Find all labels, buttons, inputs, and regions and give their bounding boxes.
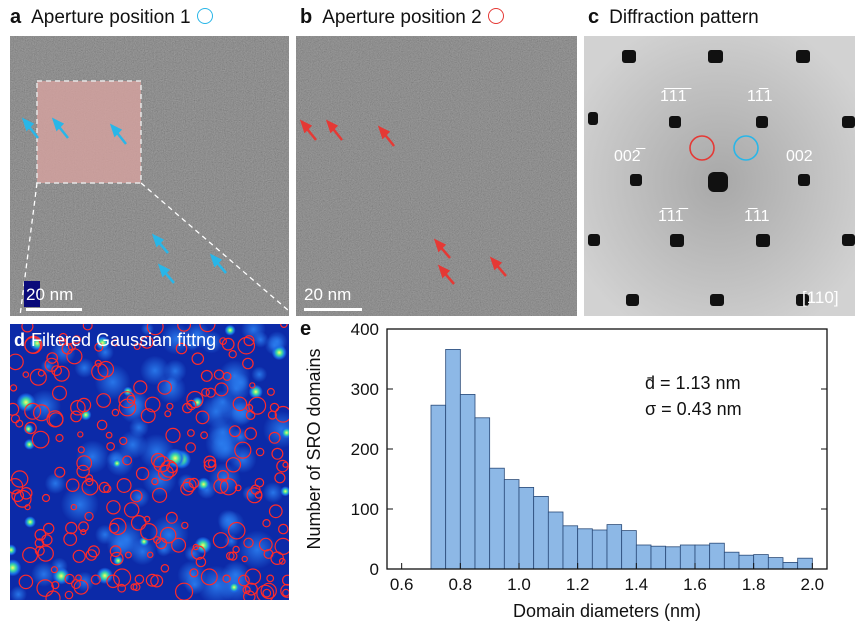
panel-a-letter: a xyxy=(10,6,22,28)
histogram-bar xyxy=(621,530,637,570)
aperture-1-marker xyxy=(733,135,759,161)
aperture-1-circle-icon xyxy=(196,8,213,24)
histogram-bar xyxy=(562,525,579,570)
panel-b-scale-label: 20 nm xyxy=(304,285,352,304)
histogram-bar xyxy=(577,528,593,570)
panel-c-title: c Diffraction pattern xyxy=(588,6,759,29)
x-tick-label: 0.6 xyxy=(390,575,414,594)
histogram-bar xyxy=(694,544,711,570)
spot-label-bottom-right: 1̅11 xyxy=(744,208,770,225)
panel-b-scalebar xyxy=(304,308,362,311)
histogram-bar xyxy=(474,417,491,570)
aperture-2-circle-icon xyxy=(487,8,504,24)
zoom-region-box xyxy=(36,80,142,184)
histogram-bar xyxy=(489,467,505,570)
panel-b-image: 20 nm xyxy=(296,36,577,316)
histogram-bar xyxy=(503,479,520,570)
histogram-bar xyxy=(430,404,447,570)
histogram-bar xyxy=(518,486,535,570)
histogram-bar xyxy=(767,557,784,570)
panel-e-letter: e xyxy=(300,318,312,340)
spot-label-right: 002 xyxy=(786,148,813,165)
y-tick-label: 200 xyxy=(351,440,379,459)
histogram-bar xyxy=(797,557,813,570)
zoom-guide-right xyxy=(140,182,289,312)
histogram-bar xyxy=(547,511,564,570)
panel-a-title-text: Aperture position 1 xyxy=(31,7,191,28)
diffraction-pattern xyxy=(584,36,855,316)
y-axis-label: Number of SRO domains xyxy=(304,348,324,549)
red-arrows xyxy=(299,119,507,285)
panel-c-image: 1̅1̅1̅ 11̅1 002̅ 002 1̅11̅ 1̅11 [110] xyxy=(584,36,855,316)
cyan-arrows xyxy=(21,117,227,284)
y-tick-label: 0 xyxy=(370,560,379,579)
spot-label-bottom-left: 1̅11̅ xyxy=(658,208,684,225)
histogram-bar xyxy=(679,544,696,570)
histogram-bar xyxy=(635,544,652,570)
y-tick-label: 300 xyxy=(351,380,379,399)
panel-a-title: a Aperture position 1 xyxy=(10,6,213,29)
diffraction-spots xyxy=(588,50,855,306)
panel-a-texture xyxy=(10,36,289,316)
panel-b-title: b Aperture position 2 xyxy=(300,6,504,29)
histogram-bar xyxy=(665,546,681,570)
sigma-label: σ = 0.43 nm xyxy=(645,399,742,419)
panel-b-texture xyxy=(296,36,577,316)
x-tick-label: 1.4 xyxy=(625,575,649,594)
histogram-bar xyxy=(533,495,549,570)
histogram-bar xyxy=(723,551,740,570)
histogram-bar xyxy=(709,542,725,570)
mean-diameter-label: d̄ = 1.13 nm xyxy=(645,373,741,393)
histogram-bar xyxy=(650,545,667,570)
panel-d-image: d Filtered Gaussian fittng xyxy=(10,324,289,600)
gaussian-fit-map xyxy=(10,324,289,600)
panel-d-title: d Filtered Gaussian fittng xyxy=(14,330,216,351)
x-tick-label: 1.8 xyxy=(742,575,766,594)
panel-b-title-text: Aperture position 2 xyxy=(322,7,482,28)
histogram-bar xyxy=(782,561,799,570)
histogram-bar xyxy=(591,529,608,570)
zone-axis-label: [110] xyxy=(802,288,839,307)
histogram-bar xyxy=(738,554,755,570)
spot-label-left: 002̅ xyxy=(614,148,641,165)
panel-d-title-text: Filtered Gaussian fittng xyxy=(31,330,217,350)
x-tick-label: 1.6 xyxy=(683,575,707,594)
x-tick-label: 1.2 xyxy=(566,575,590,594)
panel-d-letter: d xyxy=(14,330,25,350)
aperture-2-marker xyxy=(689,135,715,161)
histogram-bar xyxy=(459,394,476,570)
colorbar-fragment xyxy=(24,281,40,307)
panel-b-letter: b xyxy=(300,6,313,28)
spot-label-top-right: 11̅1 xyxy=(747,88,773,105)
panel-a-scalebar xyxy=(26,308,82,311)
y-tick-label: 100 xyxy=(351,500,379,519)
x-tick-label: 2.0 xyxy=(801,575,825,594)
x-tick-label: 0.8 xyxy=(449,575,473,594)
spot-label-top-left: 1̅1̅1̅ xyxy=(660,88,687,105)
panel-c-title-text: Diffraction pattern xyxy=(609,7,759,28)
histogram-bar xyxy=(606,524,623,570)
panel-a-scale-label: 20 nm xyxy=(26,285,74,304)
diameter-histogram: 0.6 0.8 1.0 1.2 1.4 1.6 1.8 2.0 0 100 200 300 400 Nu… xyxy=(304,320,828,621)
panel-c-letter: c xyxy=(588,6,600,28)
histogram-bar xyxy=(753,554,769,570)
panel-a-image: 20 nm xyxy=(10,36,289,316)
x-tick-label: 1.0 xyxy=(507,575,531,594)
y-tick-label: 400 xyxy=(351,320,379,339)
zoom-guide-left xyxy=(19,182,38,316)
x-axis-label: Domain diameters (nm) xyxy=(513,601,701,621)
histogram-bar xyxy=(445,349,461,570)
